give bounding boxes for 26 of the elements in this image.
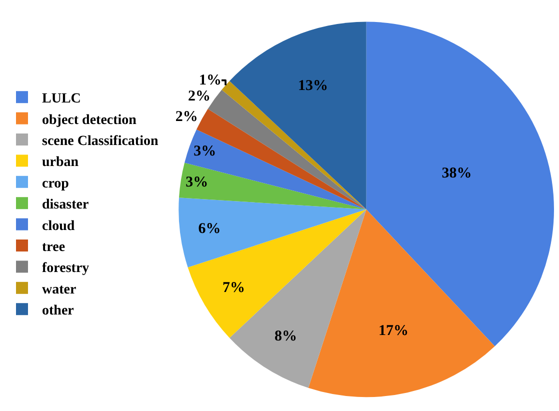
- pie-slice: [230, 22, 366, 210]
- data-label: 17%: [378, 322, 408, 339]
- data-label: 3%: [186, 174, 208, 191]
- legend-label: other: [42, 304, 74, 319]
- legend-label: tree: [42, 240, 66, 255]
- data-label: 2%: [188, 88, 210, 104]
- legend-label: scene Classification: [42, 134, 158, 149]
- data-label: 2%: [175, 109, 198, 126]
- legend-label: water: [42, 282, 76, 298]
- legend-label: cloud: [42, 218, 75, 234]
- data-label: 8%: [274, 328, 298, 344]
- legend-label: crop: [42, 176, 70, 192]
- data-label: 7%: [222, 280, 245, 296]
- pie-slice: [308, 209, 495, 397]
- pie-slice: [179, 162, 366, 210]
- data-label: 6%: [198, 221, 221, 238]
- data-label: 13%: [298, 78, 328, 94]
- legend-label: object detection: [42, 112, 137, 128]
- data-label: 3%: [194, 143, 216, 160]
- legend-label: forestry: [42, 261, 90, 276]
- legend-label: LULC: [42, 92, 81, 107]
- legend-label: urban: [42, 155, 79, 170]
- pie-slice: [178, 198, 366, 268]
- data-label: 38%: [442, 166, 472, 182]
- legend-label: disaster: [42, 198, 89, 213]
- data-label: 1%: [199, 72, 222, 88]
